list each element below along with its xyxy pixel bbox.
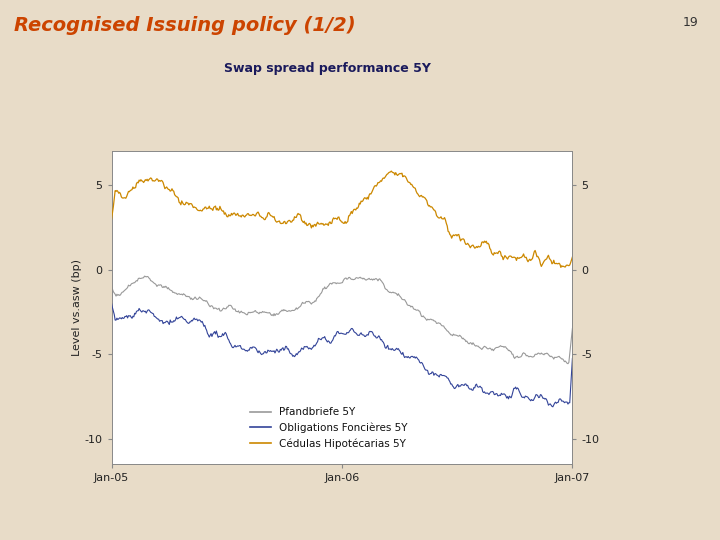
Legend: Pfandbriefe 5Y, Obligations Foncières 5Y, Cédulas Hipotécarias 5Y: Pfandbriefe 5Y, Obligations Foncières 5Y… [246, 403, 412, 453]
Text: 19: 19 [683, 16, 698, 29]
Text: Recognised Issuing policy (1/2): Recognised Issuing policy (1/2) [14, 16, 356, 35]
Text: Swap spread performance 5Y: Swap spread performance 5Y [224, 62, 431, 75]
Y-axis label: Level vs.asw (bp): Level vs.asw (bp) [72, 259, 82, 356]
